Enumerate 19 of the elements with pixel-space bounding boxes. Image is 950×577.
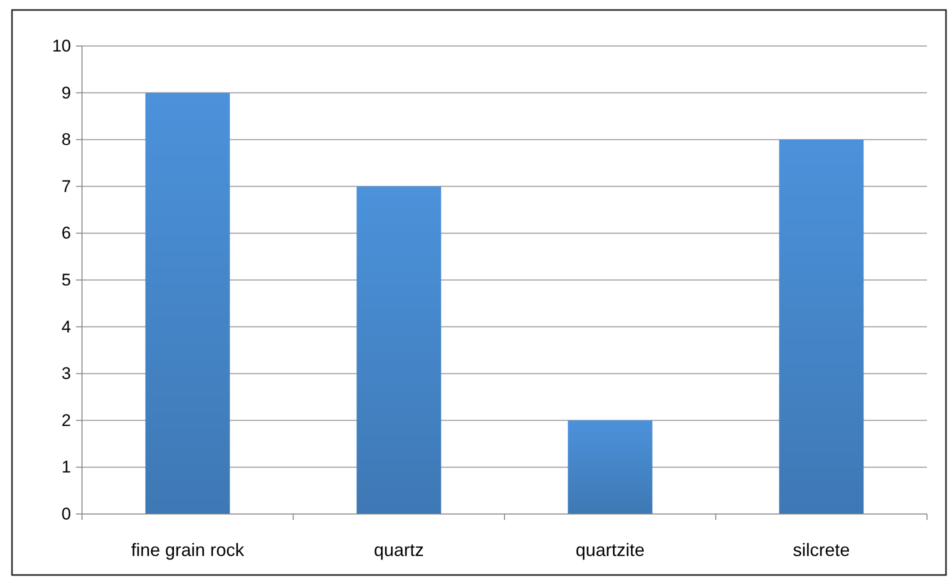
- y-tick-label: 0: [62, 504, 71, 524]
- bar: [145, 92, 230, 514]
- y-tick-label: 2: [62, 410, 71, 430]
- y-tick-label: 1: [62, 458, 71, 477]
- x-tick-label: quartz: [374, 540, 424, 560]
- y-tick-label: 6: [62, 224, 71, 243]
- y-tick-label: 7: [62, 176, 71, 196]
- x-tick-label: quartzite: [576, 540, 645, 560]
- bar: [779, 140, 864, 514]
- y-tick-label: 5: [62, 270, 71, 290]
- bar: [356, 186, 442, 514]
- y-tick-label: 8: [62, 130, 71, 150]
- y-tick-label: 3: [62, 364, 71, 384]
- x-tick-label: silcrete: [792, 540, 850, 560]
- y-tick-label: 9: [62, 83, 71, 102]
- bar: [568, 420, 652, 514]
- y-tick-label: 4: [62, 317, 71, 336]
- y-tick-label: 10: [52, 36, 71, 56]
- x-tick-label: fine grain rock: [131, 540, 246, 560]
